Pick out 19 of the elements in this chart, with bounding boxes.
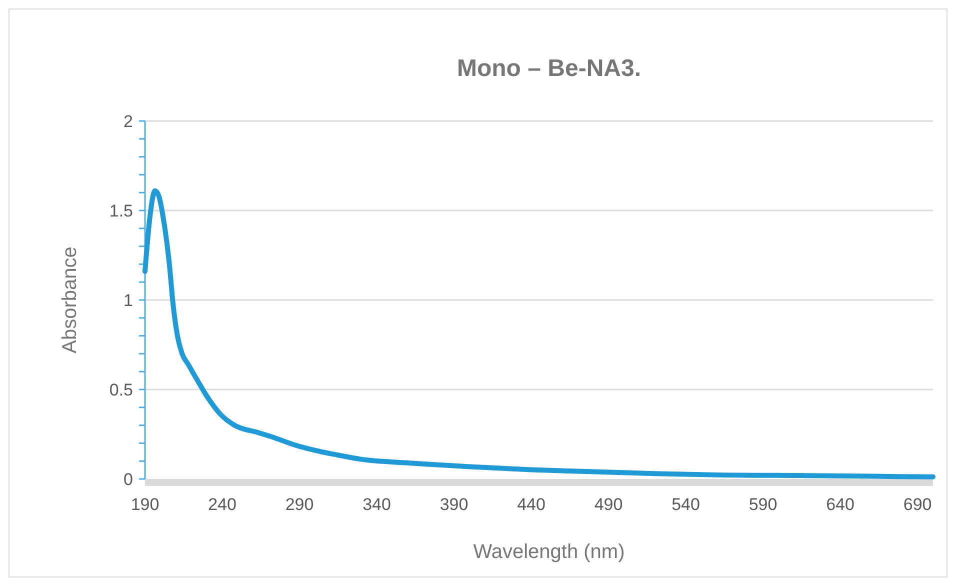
x-tick-label: 690 bbox=[903, 495, 932, 514]
x-tick-label: 490 bbox=[594, 495, 623, 514]
y-tick-label: 2 bbox=[124, 112, 133, 131]
x-tick-label: 440 bbox=[517, 495, 546, 514]
x-tick-label: 640 bbox=[826, 495, 854, 514]
x-tick-label: 590 bbox=[748, 495, 778, 514]
x-tick-label: 540 bbox=[672, 495, 700, 514]
x-tick-label: 190 bbox=[130, 495, 160, 514]
y-tick-label: 0.5 bbox=[109, 380, 133, 400]
x-axis-title: Wavelength (nm) bbox=[473, 541, 625, 563]
x-tick-label: 240 bbox=[208, 495, 236, 514]
x-tick-label: 340 bbox=[362, 495, 391, 514]
y-tick-label: 1 bbox=[124, 290, 133, 310]
y-tick-label: 0 bbox=[124, 470, 133, 489]
chart-title: Mono – Be-NA3. bbox=[456, 55, 642, 82]
y-tick-label: 1.5 bbox=[109, 201, 133, 220]
x-tick-label: 290 bbox=[285, 495, 314, 514]
y-axis-title: Absorbance bbox=[59, 246, 81, 354]
x-tick-label: 390 bbox=[440, 495, 468, 514]
